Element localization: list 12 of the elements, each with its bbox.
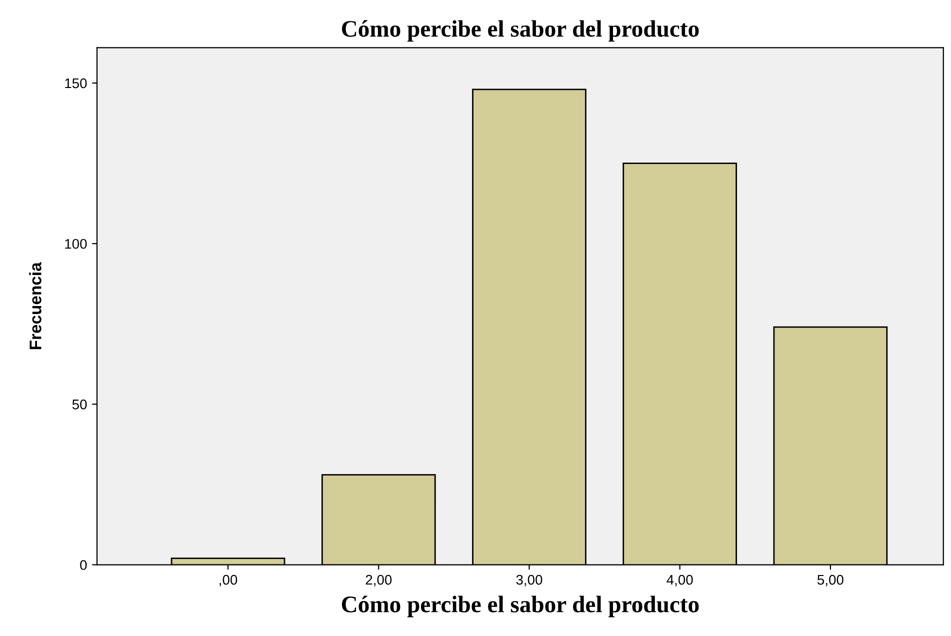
y-tick-label: 100 [65, 238, 87, 249]
x-tick-label: 5,00 [817, 574, 844, 586]
y-tick-label: 50 [72, 400, 87, 410]
x-tick-label: 4,00 [666, 574, 693, 586]
y-tick-label: 0 [80, 560, 87, 570]
x-axis-title: Cómo percibe el sabor del producto [342, 596, 699, 618]
y-tick-label: 150 [65, 78, 87, 88]
y-axis-title: Frecuencia [29, 262, 42, 350]
x-tick-label: 2,00 [366, 574, 392, 586]
x-tick-label: 3,00 [516, 574, 542, 586]
x-tick-label: ,00 [220, 574, 238, 586]
chart-title: Cómo percibe el sabor del producto [342, 20, 699, 42]
